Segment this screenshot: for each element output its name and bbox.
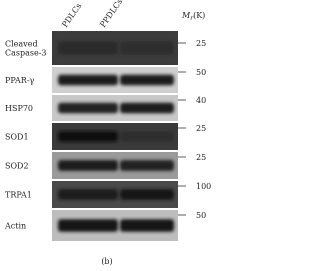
row-label: TRPA1 — [5, 191, 32, 200]
row-label-line: SOD1 — [5, 133, 29, 142]
marker-label: 25 — [196, 124, 206, 133]
band — [120, 131, 174, 142]
column-label: PPDLCs — [98, 0, 124, 29]
western-blot-figure: Mr(K) (b) PDLCs PPDLCs Cleaved Caspase-3 25 P… — [4, 0, 211, 266]
band — [120, 102, 174, 114]
row-label: SOD1 — [5, 133, 29, 142]
row-label-line: SOD2 — [5, 162, 29, 171]
marker-label: 50 — [196, 68, 206, 77]
row-label-line: PPAR-γ — [5, 76, 35, 85]
band — [58, 160, 118, 171]
band — [120, 160, 174, 171]
band — [58, 74, 118, 86]
band — [58, 41, 118, 55]
row-label: HSP70 — [5, 104, 33, 113]
marker-label: 40 — [196, 96, 206, 105]
marker-label: 25 — [196, 153, 206, 162]
column-label: PDLCs — [60, 2, 83, 30]
marker-label: 25 — [196, 39, 206, 48]
row-label: PPAR-γ — [5, 76, 35, 85]
row-label: Actin — [4, 222, 26, 231]
row-label-line: Cleaved — [5, 40, 38, 49]
band — [58, 219, 118, 232]
band — [120, 219, 174, 232]
marker-label: 50 — [196, 211, 206, 220]
row-label-line: HSP70 — [5, 104, 33, 113]
row-label-line: TRPA1 — [5, 191, 32, 200]
marker-header: Mr(K) — [181, 11, 205, 22]
band — [58, 189, 118, 200]
row-label-line: Actin — [4, 222, 26, 231]
band — [120, 74, 174, 86]
band — [58, 102, 118, 114]
band — [120, 189, 174, 200]
row-label-line: Caspase-3 — [5, 49, 47, 58]
caption: (b) — [101, 257, 112, 266]
band — [120, 41, 174, 55]
marker-label: 100 — [196, 182, 211, 191]
band — [58, 131, 118, 142]
row-label: Cleaved Caspase-3 — [5, 40, 47, 58]
row-label: SOD2 — [5, 162, 29, 171]
